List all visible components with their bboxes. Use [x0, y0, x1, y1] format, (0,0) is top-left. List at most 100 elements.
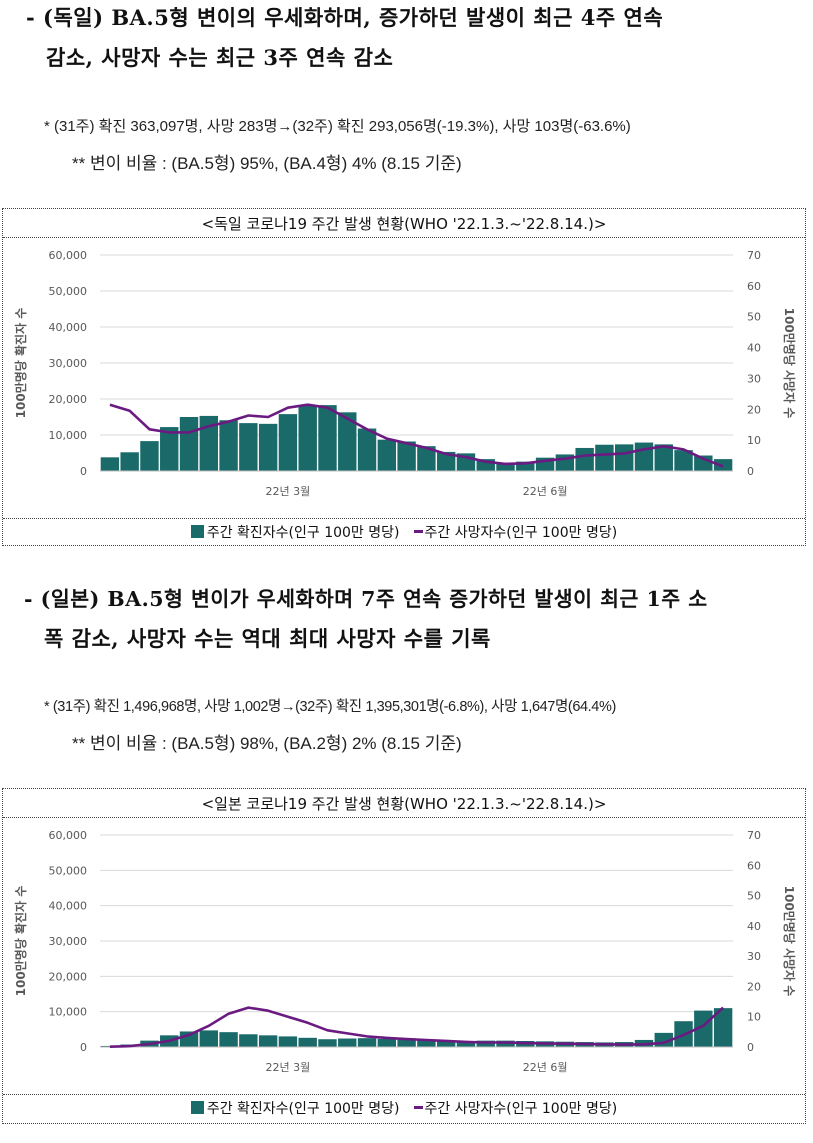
y2-tick-label: 40 [747, 920, 761, 933]
legend-bar-swatch [190, 525, 204, 538]
case-bar [298, 405, 317, 471]
case-bar [239, 1034, 258, 1047]
y2-tick-label: 20 [747, 403, 761, 416]
case-bar [140, 441, 159, 471]
case-bar [318, 1039, 337, 1047]
case-bar [338, 412, 357, 471]
case-bar [298, 1037, 317, 1047]
case-bar [436, 451, 456, 471]
y-tick-label: 40,000 [49, 900, 88, 913]
germany-variant-note: ** 변이 비율 : (BA.5형) 95%, (BA.4형) 4% (8.15… [72, 154, 462, 173]
legend-line-label: 주간 사망자수(인구 100만 명당) [424, 1101, 618, 1117]
legend-line-swatch [413, 1106, 423, 1109]
case-bar [318, 405, 337, 471]
section-heading-japan-line1: - (일본) BA.5형 변이가 우세화하며 7주 연속 증가하던 발생이 최근… [24, 587, 708, 611]
germany-chart-legend: 주간 확진자수(인구 100만 명당) 주간 사망자수(인구 100만 명당) [3, 522, 805, 542]
germany-chart: 0 10,000 20,000 30,000 40,000 50,000 60,000 0 10… [13, 249, 797, 498]
y-tick-label: 60,000 [49, 249, 88, 262]
y-tick-label: 60,000 [49, 829, 88, 842]
section-heading-germany-line2: 감소, 사망자 수는 최근 3주 연속 감소 [46, 45, 394, 70]
y2-tick-label: 40 [747, 342, 761, 355]
legend-line-swatch [413, 530, 423, 533]
y-tick-label: 20,000 [49, 393, 88, 406]
y2-tick-label: 30 [747, 372, 761, 385]
case-bar [595, 444, 614, 471]
case-bar [377, 439, 397, 471]
y-tick-label: 0 [80, 1041, 87, 1054]
case-bar [160, 427, 179, 471]
case-bar [278, 1036, 298, 1047]
x-tick-label: 22년 3월 [266, 1061, 311, 1074]
case-bar [496, 462, 515, 471]
legend-bar-label: 주간 확진자수(인구 100만 명당) [206, 1101, 400, 1117]
case-bar [100, 1045, 120, 1047]
x-tick-label: 22년 6월 [523, 485, 568, 498]
y-axis-title: 100만명당 확진자 수 [13, 886, 28, 997]
y-tick-label: 50,000 [49, 864, 88, 877]
germany-stats-note: * (31주) 확진 363,097명, 사망 283명→(32주) 확진 29… [44, 118, 631, 135]
case-bar [575, 447, 594, 471]
legend-bar-label: 주간 확진자수(인구 100만 명당) [206, 525, 400, 541]
germany-chart-box: <독일 코로나19 주간 발생 현황(WHO '22.1.3.~'22.8.14… [2, 208, 806, 546]
x-tick-label: 22년 6월 [523, 1061, 568, 1074]
case-bar [357, 1038, 377, 1047]
y-tick-label: 20,000 [49, 970, 88, 983]
section-heading-japan-line2: 폭 감소, 사망자 수는 역대 최대 사망자 수를 기록 [44, 626, 491, 651]
case-bar [258, 1035, 278, 1047]
y2-tick-label: 10 [747, 434, 761, 447]
case-bar [516, 461, 535, 471]
y-tick-label: 50,000 [49, 285, 88, 298]
case-bar [694, 1010, 713, 1047]
y-tick-label: 10,000 [49, 1006, 88, 1019]
case-bar [338, 1038, 357, 1047]
case-bar [258, 423, 278, 471]
japan-chart-legend: 주간 확진자수(인구 100만 명당) 주간 사망자수(인구 100만 명당) [3, 1098, 805, 1118]
case-bar [278, 414, 298, 471]
y2-tick-label: 60 [747, 859, 761, 872]
japan-variant-note: ** 변이 비율 : (BA.5형) 98%, (BA.2형) 2% (8.15… [72, 734, 462, 753]
death-line [109, 403, 724, 468]
case-bar [397, 1039, 416, 1047]
japan-chart-divider-bottom [3, 1094, 805, 1095]
germany-chart-divider-top [3, 237, 805, 238]
case-bar [377, 1038, 397, 1047]
case-bar [179, 417, 199, 471]
y2-tick-label: 20 [747, 980, 761, 993]
japan-chart-divider-top [3, 817, 805, 818]
case-bar [357, 428, 377, 471]
y2-tick-label: 50 [747, 311, 761, 324]
y-tick-label: 40,000 [49, 321, 88, 334]
y-tick-label: 0 [80, 465, 87, 478]
case-bar [199, 1030, 218, 1047]
case-bar [219, 420, 238, 471]
legend-line-label: 주간 사망자수(인구 100만 명당) [424, 525, 618, 541]
case-bar [219, 1032, 238, 1047]
case-bar [615, 444, 634, 471]
y2-tick-label: 70 [747, 829, 761, 842]
x-tick-label: 22년 3월 [266, 485, 311, 498]
case-bar [634, 442, 654, 471]
y2-tick-label: 50 [747, 890, 761, 903]
y2-tick-label: 30 [747, 950, 761, 963]
case-bar [713, 1008, 733, 1047]
y2-tick-label: 60 [747, 280, 761, 293]
death-line [109, 1006, 724, 1048]
y2-tick-label: 10 [747, 1011, 761, 1024]
y-tick-label: 30,000 [49, 357, 88, 370]
japan-chart-box: <일본 코로나19 주간 발생 현황(WHO '22.1.3.~'22.8.14… [2, 788, 806, 1124]
case-bar [456, 1040, 476, 1047]
y-tick-label: 30,000 [49, 935, 88, 948]
y2-axis-title: 100만명당 사망자 수 [782, 886, 797, 997]
y-axis-title: 100만명당 확진자 수 [13, 308, 28, 419]
case-bar [417, 1039, 436, 1047]
case-bar [476, 1040, 495, 1047]
japan-chart-title: <일본 코로나19 주간 발생 현황(WHO '22.1.3.~'22.8.14… [201, 795, 607, 813]
y-tick-label: 10,000 [49, 429, 88, 442]
case-bar [496, 1040, 515, 1047]
germany-chart-divider-bottom [3, 518, 805, 519]
case-bar [674, 450, 693, 471]
y2-tick-label: 0 [747, 1041, 754, 1054]
germany-chart-title: <독일 코로나19 주간 발생 현황(WHO '22.1.3.~'22.8.14… [201, 215, 607, 233]
case-bar [239, 423, 258, 471]
case-bar [654, 444, 673, 471]
